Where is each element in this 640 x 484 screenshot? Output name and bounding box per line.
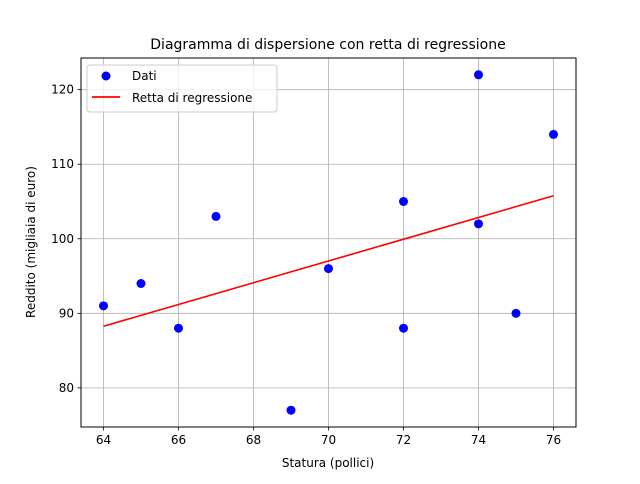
x-tick-label: 76 [546, 433, 561, 447]
data-point [399, 323, 408, 333]
y-tick-label: 120 [51, 83, 74, 97]
y-tick-label: 90 [59, 306, 74, 320]
regression-line-group [103, 194, 554, 327]
x-tick-label: 70 [321, 433, 336, 447]
chart-title: Diagramma di dispersione con retta di re… [150, 37, 505, 53]
legend-label-dati: Dati [132, 69, 157, 83]
data-point [474, 219, 483, 229]
x-tick-label: 66 [171, 433, 186, 447]
grid-lines [81, 58, 576, 427]
data-point [399, 197, 408, 206]
data-point [211, 211, 221, 221]
x-tick-label: 74 [471, 433, 486, 447]
x-axis-label: Statura (pollici) [282, 456, 374, 470]
y-tick-label: 100 [51, 232, 74, 246]
data-point [286, 405, 296, 415]
y-tick-label: 80 [59, 381, 74, 395]
data-point [99, 301, 108, 311]
x-tick-label: 68 [246, 433, 261, 447]
data-point [474, 70, 483, 80]
x-axis-ticks: 64 66 68 70 72 74 76 [96, 427, 561, 447]
legend-box [86, 64, 278, 113]
data-point [136, 279, 146, 288]
x-tick-label: 64 [96, 433, 111, 447]
regression-line [103, 194, 554, 327]
data-point [511, 308, 521, 318]
data-points [99, 70, 558, 415]
legend-label-regression: Retta di regressione [132, 91, 252, 105]
x-tick-label: 72 [396, 433, 411, 447]
data-point [549, 129, 558, 139]
legend: Dati Retta di regressione [86, 64, 278, 113]
y-tick-label: 110 [51, 157, 74, 171]
y-axis-label: Reddito (migliaia di euro) [24, 166, 38, 318]
legend-marker-dati [101, 71, 111, 81]
data-point [324, 264, 333, 274]
data-point [174, 323, 183, 333]
y-axis-ticks: 80 90 100 110 120 [51, 83, 81, 395]
